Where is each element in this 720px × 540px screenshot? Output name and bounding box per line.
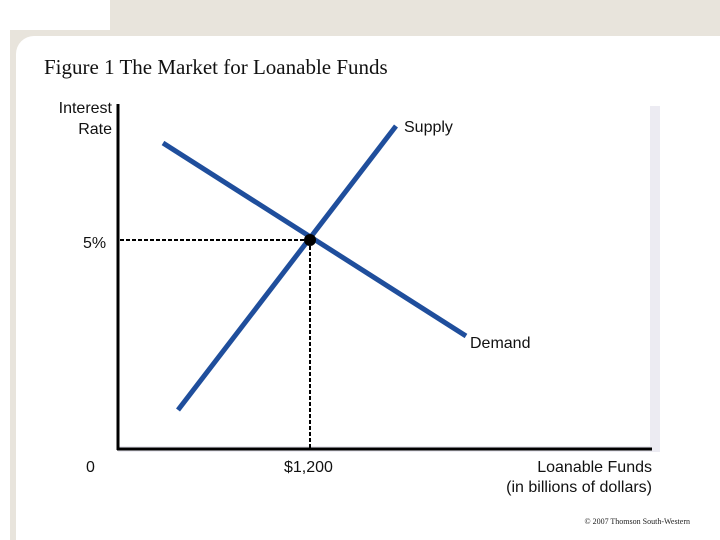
origin-label: 0: [86, 459, 95, 476]
y-axis-label-line2: Rate: [78, 121, 112, 138]
x-axis-label-line1: Loanable Funds: [537, 459, 652, 476]
equilibrium-point: [304, 234, 316, 246]
demand-label: Demand: [470, 335, 530, 352]
supply-curve: [176, 124, 398, 412]
rate-tick-label: 5%: [83, 235, 106, 252]
y-axis-label-line1: Interest: [58, 100, 112, 117]
x-axis-label: Loanable Funds (in billions of dollars): [462, 458, 652, 498]
supply-label: Supply: [404, 119, 453, 136]
plot-area: [118, 106, 650, 446]
frame-edge: [0, 0, 10, 540]
y-axis-label: Interest Rate: [40, 98, 112, 140]
quantity-tick-label: $1,200: [284, 459, 333, 476]
frame-corner: [0, 0, 110, 30]
x-axis-label-line2: (in billions of dollars): [506, 479, 652, 496]
figure-title: Figure 1 The Market for Loanable Funds: [44, 55, 388, 79]
copyright-notice: © 2007 Thomson South-Western: [584, 517, 690, 526]
